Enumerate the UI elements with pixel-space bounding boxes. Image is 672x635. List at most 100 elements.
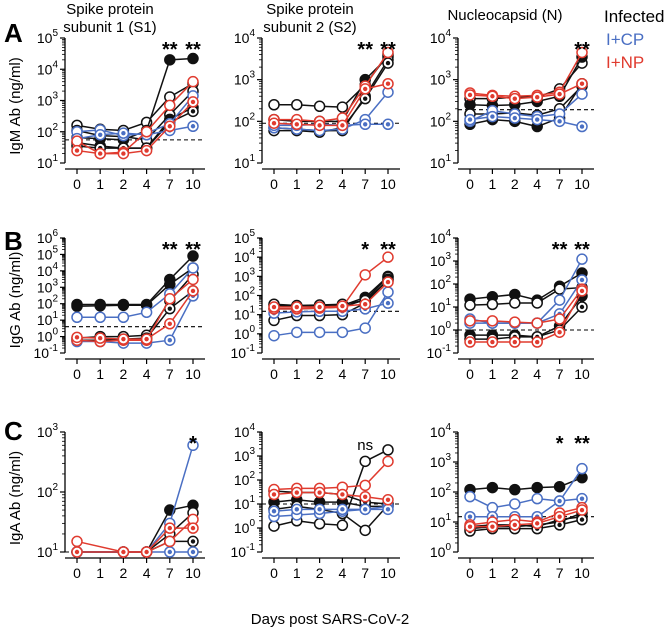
y-tick-label: 104 <box>430 422 452 440</box>
data-point-center <box>385 60 391 66</box>
significance-annotation: ** <box>552 239 568 261</box>
y-tick-label: 104 <box>234 28 256 46</box>
data-point <box>382 455 394 468</box>
data-point-center <box>490 94 495 99</box>
data-point-center <box>294 490 299 495</box>
y-tick-label: 102 <box>37 122 59 140</box>
x-tick-label: 7 <box>556 565 564 581</box>
data-point <box>576 253 588 265</box>
data-point-center <box>121 151 126 156</box>
data-point <box>187 250 199 262</box>
column-title-s1-line1: Spike protein <box>66 1 154 18</box>
data-point-center <box>271 509 277 514</box>
data-point-center <box>512 522 517 528</box>
x-tick-label: 1 <box>293 565 301 581</box>
column-title-n: Nucleocapsid (N) <box>447 7 562 24</box>
data-point-center <box>167 124 172 129</box>
y-tick-label: 103 <box>37 91 59 109</box>
y-tick-label: 102 <box>234 111 256 129</box>
x-tick-label: 2 <box>120 366 128 382</box>
significance-annotation: ** <box>380 239 396 261</box>
data-point-center <box>385 507 391 512</box>
x-tick-label: 4 <box>339 565 347 581</box>
y-tick-label: 100 <box>234 518 256 536</box>
data-point-center <box>535 521 540 526</box>
x-tick-label: 4 <box>533 176 541 192</box>
data-point <box>382 46 394 59</box>
y-tick-label: 10-1 <box>34 343 59 361</box>
x-tick-label: 1 <box>293 176 301 192</box>
data-point-center <box>340 303 345 309</box>
y-tick-label: 104 <box>37 261 59 279</box>
data-point <box>531 297 543 309</box>
data-point <box>71 535 83 548</box>
data-point-center <box>340 123 345 128</box>
y-tick-label: 100 <box>430 542 452 560</box>
data-point-center <box>467 514 473 519</box>
x-tick-label: 1 <box>489 565 497 581</box>
data-point <box>187 439 199 452</box>
data-point-center <box>74 549 80 555</box>
data-point-center <box>190 525 196 531</box>
data-point-center <box>167 525 172 531</box>
data-point <box>509 316 521 328</box>
data-point <box>509 297 521 309</box>
data-point-center <box>190 288 196 294</box>
data-point <box>94 300 106 312</box>
y-tick-label: 10-1 <box>231 343 256 361</box>
data-point <box>531 492 543 505</box>
x-tick-label: 10 <box>380 366 396 382</box>
y-tick-label: 100 <box>234 324 256 342</box>
y-tick-label: 105 <box>37 28 59 46</box>
data-point <box>464 315 476 327</box>
significance-annotation: ** <box>574 239 590 261</box>
data-point-center <box>363 507 368 512</box>
data-point <box>164 293 176 305</box>
x-tick-label: 4 <box>533 366 541 382</box>
x-tick-label: 10 <box>185 366 201 382</box>
data-point <box>140 306 153 319</box>
data-point <box>382 444 394 456</box>
data-point-center <box>98 132 103 137</box>
data-point-center <box>535 339 540 345</box>
y-label-iga: IgA Ab (ng/ml) <box>7 451 24 545</box>
y-tick-label: 104 <box>430 28 452 46</box>
x-tick-label: 0 <box>466 565 474 581</box>
data-point-center <box>98 151 103 156</box>
data-point <box>164 278 176 291</box>
data-point <box>531 481 543 494</box>
column-title-s1-line2: subunit 1 (S1) <box>63 19 156 36</box>
x-tick-label: 10 <box>185 565 201 581</box>
y-tick-label: 100 <box>37 327 59 345</box>
x-tick-label: 4 <box>533 565 541 581</box>
x-tick-label: 7 <box>166 176 174 192</box>
data-point-center <box>579 496 585 501</box>
data-point-center <box>579 517 585 522</box>
y-tick-label: 103 <box>430 251 452 269</box>
x-tick-label: 0 <box>73 565 81 581</box>
significance-annotation: ** <box>162 239 178 261</box>
panel-A2: 101 102 103 104 0 1 2 4 7 10 ** ** <box>234 28 400 192</box>
data-point-center <box>490 339 495 345</box>
data-point <box>576 88 588 100</box>
y-tick-label: 104 <box>430 228 452 246</box>
data-point-center <box>74 335 80 340</box>
x-tick-label: 10 <box>380 176 396 192</box>
data-point-center <box>535 117 540 122</box>
y-tick-label: 101 <box>234 305 256 323</box>
x-tick-label: 1 <box>96 176 104 192</box>
significance-annotation: ** <box>574 433 590 455</box>
y-tick-label: 10-1 <box>231 542 256 560</box>
data-point <box>553 283 566 295</box>
row-letter-b: B <box>4 226 23 256</box>
data-point-center <box>579 124 585 129</box>
data-point-center <box>317 304 322 310</box>
data-point <box>291 99 303 111</box>
data-point-center <box>579 304 585 310</box>
x-tick-label: 0 <box>270 176 278 192</box>
data-point <box>509 483 521 496</box>
data-point <box>313 518 326 530</box>
data-point <box>486 315 499 327</box>
x-tick-label: 0 <box>466 366 474 382</box>
